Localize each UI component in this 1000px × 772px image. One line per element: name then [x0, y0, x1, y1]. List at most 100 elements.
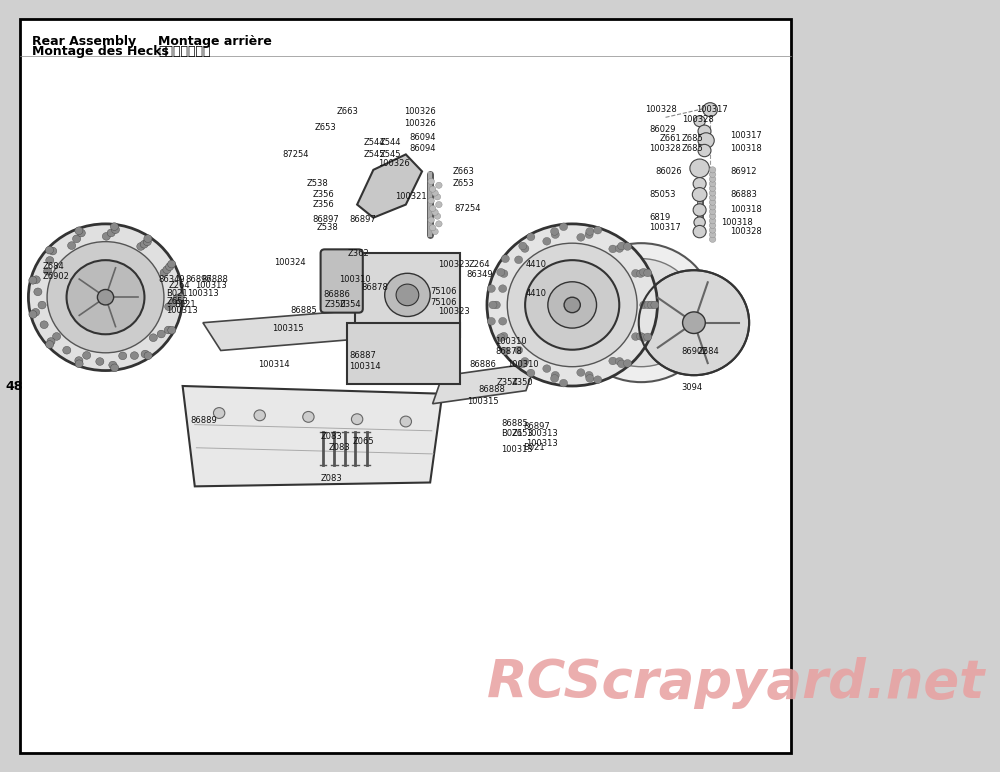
- Circle shape: [521, 245, 529, 252]
- Text: Z661: Z661: [660, 134, 682, 144]
- Text: 86888: 86888: [201, 275, 228, 284]
- Circle shape: [144, 352, 152, 360]
- Circle shape: [40, 321, 48, 329]
- Text: Z362: Z362: [347, 249, 369, 258]
- Circle shape: [559, 223, 568, 231]
- Text: Z538: Z538: [317, 223, 338, 232]
- Circle shape: [709, 227, 716, 233]
- Text: 86349: 86349: [158, 275, 185, 284]
- Circle shape: [436, 201, 442, 208]
- Circle shape: [709, 199, 716, 205]
- Circle shape: [525, 260, 619, 350]
- Text: Z685: Z685: [682, 144, 704, 153]
- Circle shape: [47, 242, 164, 353]
- Text: 100317: 100317: [649, 223, 681, 232]
- Circle shape: [83, 351, 91, 359]
- Circle shape: [709, 218, 716, 224]
- Text: 100328: 100328: [645, 105, 677, 114]
- Circle shape: [527, 233, 535, 241]
- Text: Z065: Z065: [353, 437, 375, 446]
- Circle shape: [489, 301, 497, 309]
- Circle shape: [632, 333, 640, 340]
- Circle shape: [527, 369, 535, 377]
- Circle shape: [651, 301, 659, 309]
- Circle shape: [492, 301, 500, 309]
- Text: Z544: Z544: [364, 138, 385, 147]
- Circle shape: [548, 282, 597, 328]
- Circle shape: [497, 269, 505, 276]
- Text: B021: B021: [174, 300, 196, 310]
- Circle shape: [32, 309, 40, 317]
- Text: リア周辺展開図: リア周辺展開図: [158, 45, 211, 58]
- Text: Z684: Z684: [698, 347, 720, 356]
- Text: 100326: 100326: [404, 119, 436, 128]
- Text: 86902: 86902: [682, 347, 708, 356]
- Text: Z653: Z653: [511, 429, 533, 438]
- Circle shape: [119, 352, 127, 360]
- Circle shape: [254, 410, 265, 421]
- Circle shape: [428, 217, 434, 223]
- Text: 100313: 100313: [187, 289, 218, 298]
- Text: 100317: 100317: [730, 130, 762, 140]
- Text: Z544: Z544: [380, 138, 401, 147]
- Text: Z545: Z545: [380, 150, 401, 159]
- Circle shape: [515, 256, 523, 264]
- Text: 100326: 100326: [378, 159, 410, 168]
- Text: Z264: Z264: [469, 259, 491, 269]
- Circle shape: [75, 357, 83, 364]
- Circle shape: [507, 243, 637, 367]
- Circle shape: [521, 357, 529, 365]
- Circle shape: [47, 337, 55, 345]
- Circle shape: [501, 255, 509, 262]
- Text: Z083: Z083: [321, 474, 342, 483]
- Circle shape: [73, 235, 81, 242]
- Text: Z083: Z083: [329, 443, 350, 452]
- Circle shape: [110, 223, 118, 231]
- Circle shape: [623, 360, 632, 367]
- Circle shape: [709, 171, 716, 178]
- Circle shape: [75, 227, 83, 235]
- Circle shape: [163, 266, 171, 273]
- Circle shape: [144, 235, 152, 242]
- Text: 86029: 86029: [649, 125, 676, 134]
- Text: 100328: 100328: [730, 227, 762, 236]
- Circle shape: [140, 240, 148, 248]
- Text: 86883: 86883: [730, 190, 757, 199]
- Circle shape: [644, 269, 652, 277]
- Text: 100310: 100310: [339, 275, 371, 284]
- Circle shape: [164, 326, 172, 334]
- Circle shape: [709, 185, 716, 191]
- Polygon shape: [183, 386, 442, 486]
- Text: 100313: 100313: [166, 306, 198, 315]
- Text: 100310: 100310: [507, 360, 539, 369]
- Text: Z354: Z354: [339, 300, 361, 309]
- Circle shape: [709, 181, 716, 187]
- Circle shape: [709, 208, 716, 215]
- Circle shape: [501, 347, 509, 355]
- Circle shape: [499, 285, 507, 293]
- Circle shape: [500, 333, 508, 340]
- Text: 100318: 100318: [730, 144, 762, 153]
- Circle shape: [400, 416, 411, 427]
- Circle shape: [632, 269, 640, 277]
- Circle shape: [500, 269, 508, 277]
- Text: 4410: 4410: [526, 289, 547, 298]
- Circle shape: [564, 297, 580, 313]
- Circle shape: [487, 224, 657, 386]
- Circle shape: [559, 379, 568, 387]
- Text: 86912: 86912: [730, 167, 757, 176]
- Circle shape: [586, 374, 594, 382]
- Text: 87254: 87254: [282, 150, 309, 159]
- Circle shape: [551, 374, 559, 382]
- Text: Z663: Z663: [337, 107, 359, 117]
- Circle shape: [429, 186, 436, 192]
- Text: 86094: 86094: [410, 144, 436, 153]
- Circle shape: [709, 190, 716, 196]
- Circle shape: [385, 273, 430, 317]
- Circle shape: [551, 231, 559, 239]
- Circle shape: [29, 276, 37, 284]
- Circle shape: [586, 228, 594, 235]
- FancyBboxPatch shape: [20, 19, 791, 753]
- Text: Z356: Z356: [312, 200, 334, 209]
- Text: 87254: 87254: [455, 204, 481, 213]
